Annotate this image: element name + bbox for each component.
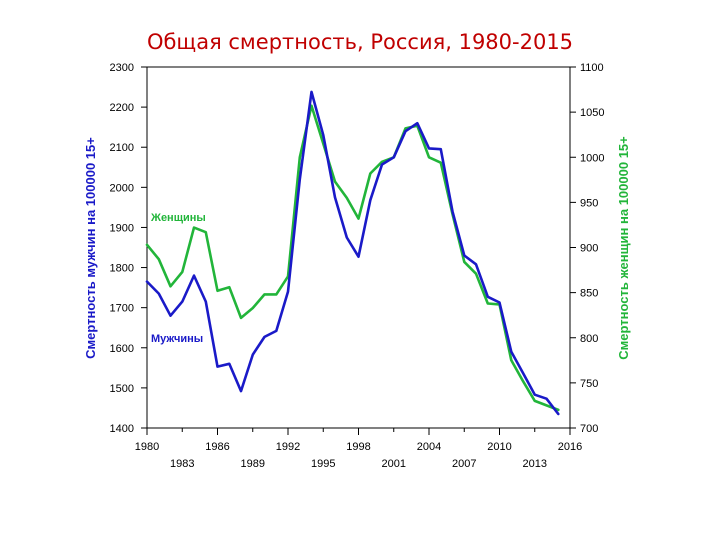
x-tick-label: 1980 bbox=[135, 441, 159, 453]
y-left-tick-label: 1900 bbox=[110, 222, 134, 234]
y-right-tick-label: 700 bbox=[580, 423, 598, 435]
y-left-tick-label: 2200 bbox=[110, 102, 134, 114]
y-right-tick-label: 900 bbox=[580, 243, 598, 255]
y-axis-left-title: Смертность мужчин на 100000 15+ bbox=[83, 137, 98, 359]
x-tick-label: 2001 bbox=[382, 458, 406, 470]
plot-frame bbox=[146, 66, 571, 429]
y-right-tick-label: 1000 bbox=[580, 152, 604, 164]
x-tick-label: 2004 bbox=[417, 441, 441, 453]
series-label-women: Женщины bbox=[150, 212, 206, 224]
y-left-tick-label: 1800 bbox=[110, 263, 134, 275]
x-tick-label: 1989 bbox=[241, 458, 265, 470]
x-tick-label: 2010 bbox=[487, 441, 511, 453]
series-line-women bbox=[145, 104, 560, 412]
x-tick-label: 1983 bbox=[170, 458, 194, 470]
y-left-tick-label: 1400 bbox=[110, 423, 134, 435]
y-right-tick-label: 850 bbox=[580, 288, 598, 300]
series-label-men: Мужчины bbox=[151, 333, 203, 345]
x-axis: 1980 1986 1992 1998 2004 2010 2016 1983 1989 1995… bbox=[135, 428, 582, 470]
x-tick-label: 1986 bbox=[205, 441, 229, 453]
series-line-men bbox=[145, 90, 560, 416]
y-right-tick-label: 750 bbox=[580, 378, 598, 390]
chart-title: Общая смертность, Россия, 1980-2015 bbox=[146, 30, 574, 54]
y-right-tick-label: 950 bbox=[580, 197, 598, 209]
x-tick-label: 2013 bbox=[523, 458, 547, 470]
y-axis-right: 700 750 800 850 900 950 1000 1050 1100 bbox=[570, 62, 604, 435]
y-axis-left: 1400 1500 1600 1700 1800 1900 2000 2100 2200 2300 bbox=[110, 62, 147, 435]
y-axis-right-title: Смертность женщин на 100000 15+ bbox=[616, 136, 631, 360]
y-left-tick-label: 1600 bbox=[110, 343, 134, 355]
y-left-tick-label: 2000 bbox=[110, 182, 134, 194]
x-tick-label: 1995 bbox=[311, 458, 335, 470]
x-tick-label: 2007 bbox=[452, 458, 476, 470]
y-right-tick-label: 1100 bbox=[580, 62, 604, 74]
y-left-tick-label: 1700 bbox=[110, 303, 134, 315]
x-tick-label: 2016 bbox=[558, 441, 582, 453]
series-layer bbox=[145, 90, 560, 416]
y-left-tick-label: 2300 bbox=[110, 62, 134, 74]
x-tick-label: 1992 bbox=[276, 441, 300, 453]
x-tick-label: 1998 bbox=[346, 441, 370, 453]
y-left-tick-label: 2100 bbox=[110, 142, 134, 154]
y-right-tick-label: 1050 bbox=[580, 107, 604, 119]
y-left-tick-label: 1500 bbox=[110, 383, 134, 395]
y-right-tick-label: 800 bbox=[580, 333, 598, 345]
